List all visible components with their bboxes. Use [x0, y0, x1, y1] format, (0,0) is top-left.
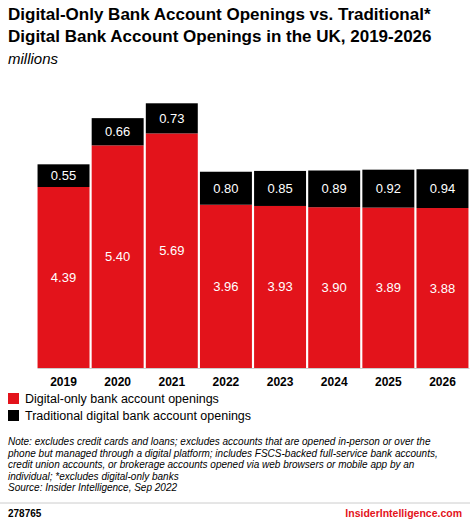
data-label: 0.80	[213, 181, 238, 196]
bar	[92, 145, 144, 368]
bar	[308, 171, 360, 208]
tick-label: 2026	[429, 375, 456, 389]
bar	[146, 103, 198, 133]
bar	[308, 207, 360, 368]
legend-label: Digital-only bank account openings	[25, 392, 219, 406]
bar	[200, 205, 252, 368]
tick: 2020	[104, 375, 131, 389]
brand: InsiderIntelligence.com	[345, 507, 462, 519]
data-label: 0.85	[267, 181, 292, 196]
series	[38, 133, 469, 368]
tick-label: 2020	[104, 375, 131, 389]
data-label: 0.92	[376, 181, 401, 196]
tick-label: 2021	[158, 375, 185, 389]
data-label: 3.93	[267, 279, 292, 294]
tick: 2021	[158, 375, 185, 389]
bar	[416, 169, 468, 208]
tick: 2026	[429, 375, 456, 389]
x-axis: 2019 2020 2021 2022 2023 2024 2025 2026	[38, 369, 470, 389]
tick-label: 2019	[50, 375, 77, 389]
data-label: 0.94	[430, 181, 455, 196]
x-axis-line	[38, 368, 470, 369]
subtitle: millions	[8, 50, 59, 67]
bar	[362, 208, 414, 368]
bar	[146, 133, 198, 368]
data-label: 0.73	[159, 111, 184, 126]
footer-rule	[0, 503, 470, 504]
data-label: 0.66	[105, 124, 130, 139]
chart: Digital-Only Bank Account Openings vs. T…	[0, 0, 470, 525]
bars	[38, 103, 469, 368]
tick-label: 2025	[375, 375, 402, 389]
tick-label: 2023	[267, 375, 294, 389]
data-labels: 4.39 5.40 5.69 3.96 3.93 3.90 3.89 3.88 0.55 0.66…	[51, 111, 455, 296]
data-label: 5.69	[159, 243, 184, 258]
bar	[38, 164, 90, 187]
bar	[416, 208, 468, 368]
tick-label: 2024	[321, 375, 348, 389]
bar	[200, 172, 252, 205]
bar	[362, 170, 414, 208]
tick: 2023	[267, 375, 294, 389]
data-label: 3.88	[430, 281, 455, 296]
data-label: 4.39	[51, 270, 76, 285]
bar	[92, 118, 144, 145]
legend-label: Traditional digital bank account opening…	[25, 409, 251, 423]
tick: 2019	[50, 375, 77, 389]
data-label: 3.96	[213, 279, 238, 294]
bar	[38, 187, 90, 368]
chart-id: 278765	[8, 508, 42, 519]
title: Digital-Only Bank Account Openings vs. T…	[8, 5, 432, 46]
data-label: 3.90	[322, 280, 347, 295]
tick-label: 2022	[213, 375, 240, 389]
legend-swatch	[8, 410, 19, 421]
data-label: 0.89	[322, 181, 347, 196]
source: Source: Insider Intelligence, Sep 2022	[8, 482, 177, 493]
legend-swatch	[8, 393, 19, 404]
data-label: 0.55	[51, 168, 76, 183]
bar	[254, 171, 306, 206]
legend: Digital-only bank account openings Tradit…	[8, 392, 251, 423]
note: Note: excludes credit cards and loans; e…	[7, 436, 438, 482]
bar	[254, 206, 306, 368]
series	[38, 103, 469, 208]
data-label: 3.89	[376, 280, 401, 295]
tick: 2022	[213, 375, 240, 389]
tick: 2024	[321, 375, 348, 389]
data-label: 5.40	[105, 249, 130, 264]
tick: 2025	[375, 375, 402, 389]
